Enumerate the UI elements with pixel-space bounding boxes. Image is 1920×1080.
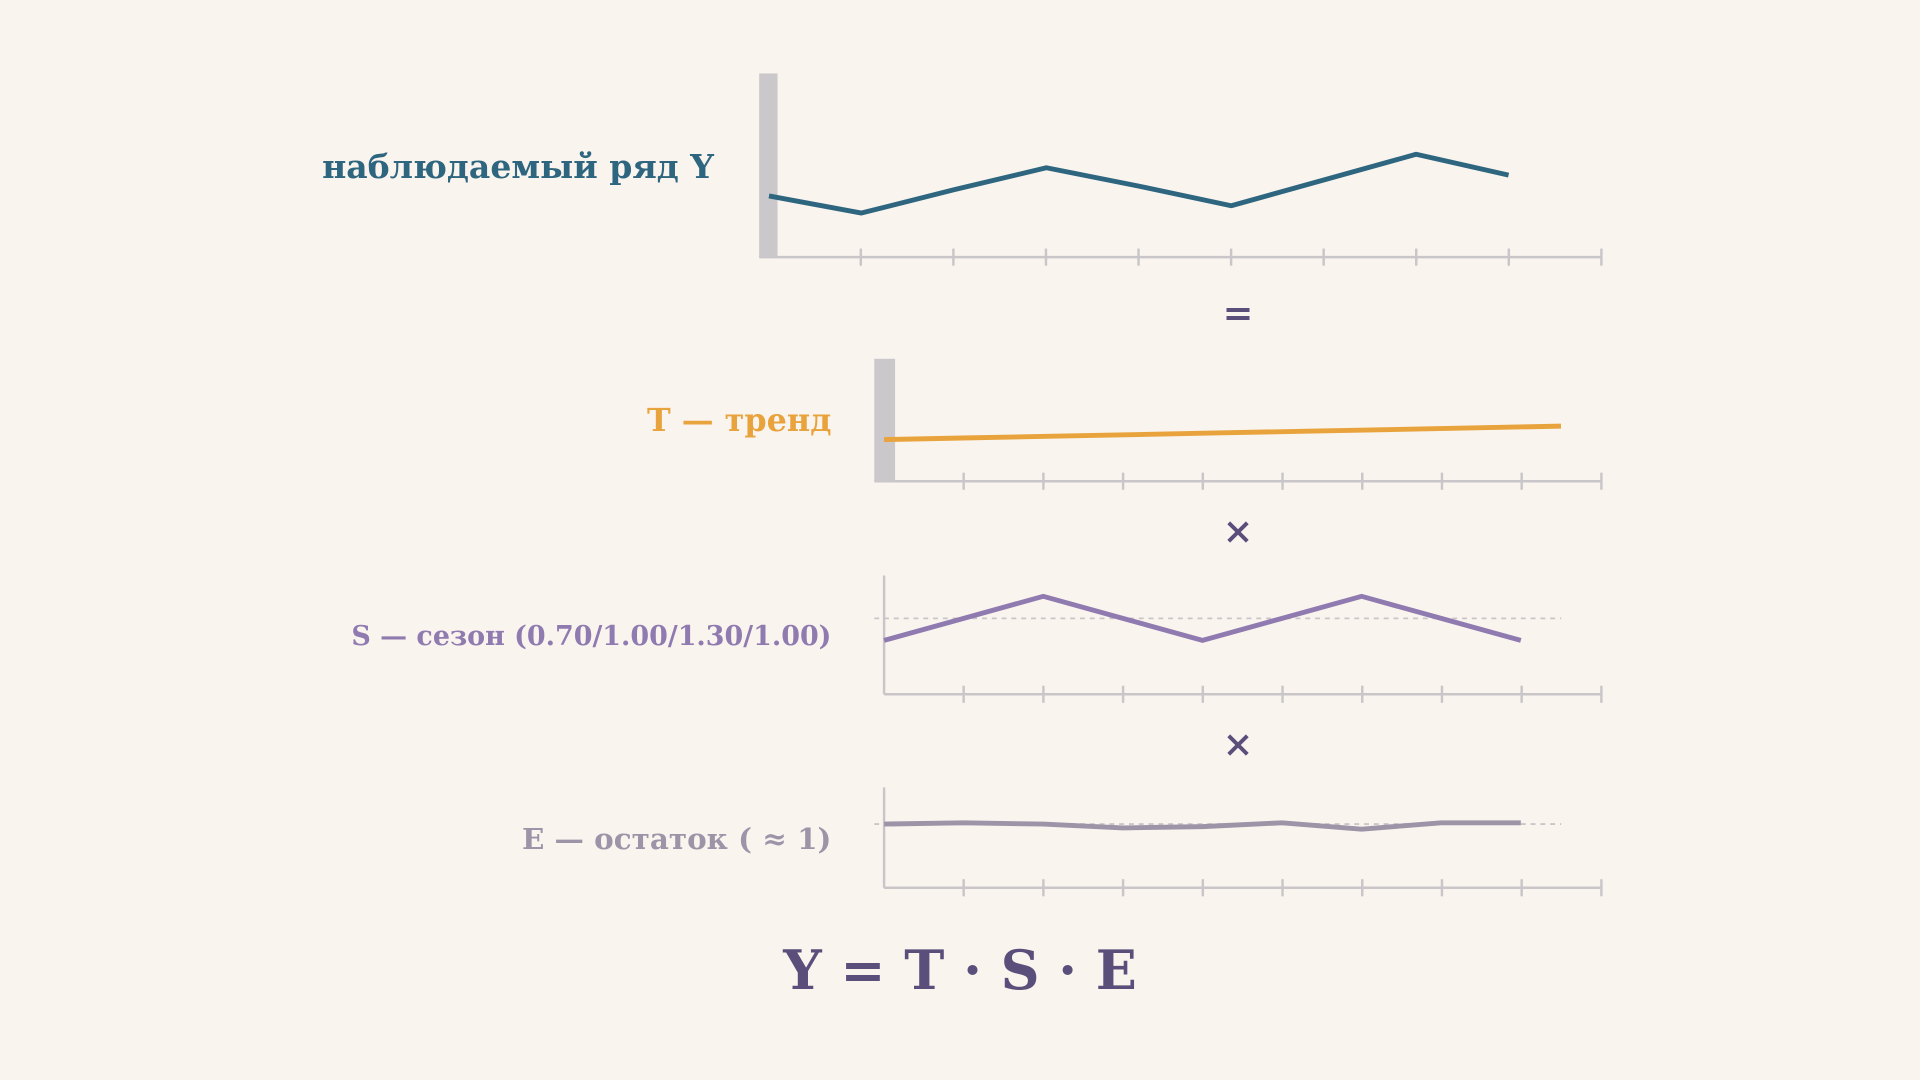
y-axis-bar [759, 73, 778, 258]
series-line [884, 423, 1562, 443]
operator: × [1223, 722, 1254, 765]
panel-label: T — тренд [647, 401, 831, 439]
operator: × [1223, 509, 1254, 552]
series-line [768, 151, 1510, 216]
operator: = [1223, 291, 1254, 334]
panel-label: E — остаток ( ≈ 1) [522, 821, 831, 856]
y-axis-bar [874, 358, 896, 482]
panel-label: наблюдаемый ряд Y [322, 147, 714, 186]
panel-label: S — сезон (0.70/1.00/1.30/1.00) [351, 621, 831, 652]
formula: Y = T · S · E [782, 938, 1137, 1002]
series-line [883, 593, 1522, 643]
series-line [884, 820, 1521, 832]
